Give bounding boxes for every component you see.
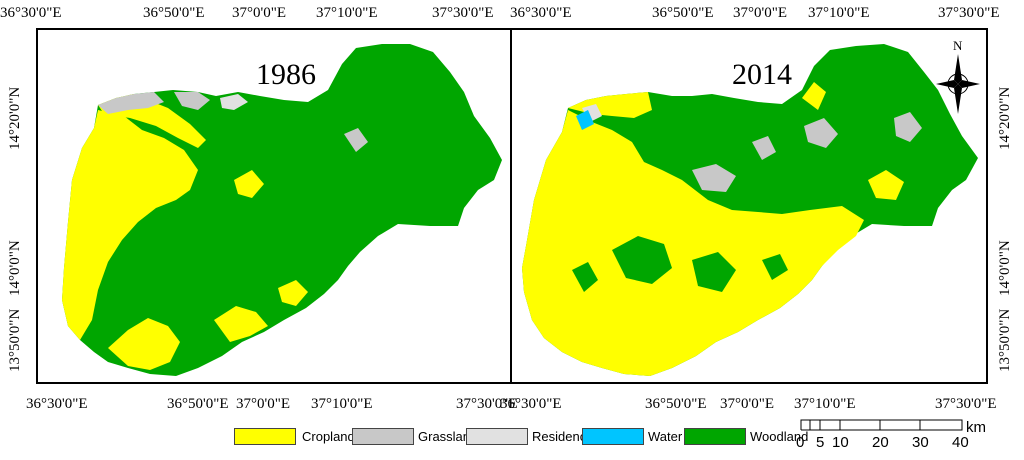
woodland-patch	[692, 252, 736, 292]
grassland-patch	[174, 92, 210, 110]
bottom-coord-label: 37°30'0"E	[935, 396, 997, 412]
top-coord-label: 37°10'0"E	[808, 5, 870, 21]
legend-swatch-woodland	[684, 428, 746, 445]
top-coord-label: 37°10'0"E	[316, 5, 378, 21]
cropland-patch	[234, 170, 264, 198]
right-coord-label: 13°50'0"N	[997, 308, 1013, 372]
legend-label: Woodland	[750, 429, 809, 444]
scale-label: 20	[872, 434, 889, 451]
water-patch	[576, 110, 594, 130]
right-coord-label: 14°20'0"N	[997, 86, 1013, 150]
top-coord-label: 37°0'0"E	[232, 5, 286, 21]
cropland-patch	[278, 280, 308, 306]
bottom-coord-label: 37°0'0"E	[720, 396, 774, 412]
grassland-patch	[98, 92, 164, 114]
top-coord-label: 36°50'0"E	[143, 5, 205, 21]
bottom-coord-label: 37°10'0"E	[311, 396, 373, 412]
map-1986-landcover	[62, 44, 502, 376]
scale-label: 30	[912, 434, 929, 451]
legend-label: Grassland	[418, 429, 478, 444]
top-coord-label: 37°30'0"E	[432, 5, 494, 21]
scale-unit: km	[966, 419, 986, 436]
map-2014-landcover	[522, 44, 978, 376]
residence-patch	[582, 104, 602, 122]
top-coord-label: 37°0'0"E	[733, 5, 787, 21]
residence-patch	[220, 94, 248, 110]
cropland-patch	[214, 306, 268, 342]
bottom-coord-label: 37°10'0"E	[794, 396, 856, 412]
scale-bar: km	[800, 418, 986, 438]
bottom-coord-label: 37°30'0"E	[456, 396, 518, 412]
legend-swatch-residence	[466, 428, 528, 445]
top-coord-label: 37°30'0"E	[938, 5, 1000, 21]
compass-rose-icon	[936, 54, 980, 114]
cropland-patch	[868, 170, 904, 200]
grassland-patch	[804, 118, 838, 148]
bottom-coord-label: 36°50'0"E	[167, 396, 229, 412]
cropland-patch	[62, 110, 198, 340]
cropland-patch	[802, 82, 826, 110]
cropland-patch	[108, 318, 180, 370]
woodland-patch	[612, 236, 672, 284]
scale-bar-graphic	[800, 419, 963, 431]
grassland-patch	[894, 112, 922, 142]
top-coord-label: 36°30'0"E	[0, 5, 62, 21]
woodland-patch	[572, 262, 598, 292]
legend-label: Residence	[532, 429, 594, 444]
cropland-patch	[522, 110, 864, 376]
right-coord-label: 14°0'0"N	[997, 240, 1013, 296]
left-coord-label: 13°50'0"N	[7, 308, 23, 372]
legend-label: Water	[648, 429, 683, 444]
year-label: 2014	[732, 58, 792, 91]
legend-swatch-grassland	[352, 428, 414, 445]
scale-label: 0	[796, 434, 805, 451]
north-label: N	[953, 38, 963, 53]
bottom-coord-label: 37°0'0"E	[236, 396, 290, 412]
grassland-patch	[752, 136, 776, 160]
top-coord-label: 36°50'0"E	[652, 5, 714, 21]
top-coord-label: 36°30'0"E	[510, 5, 572, 21]
bottom-coord-label: 36°50'0"E	[645, 396, 707, 412]
grassland-patch	[344, 128, 368, 152]
map-frame-1986: 1986	[36, 28, 512, 384]
north-arrow: N	[936, 38, 980, 118]
left-coord-label: 14°0'0"N	[7, 240, 23, 296]
scale-label: 5	[816, 434, 825, 451]
year-label: 1986	[256, 58, 316, 91]
woodland-patch	[762, 254, 788, 280]
scale-label: 40	[952, 434, 969, 451]
legend-label: Cropland	[302, 429, 355, 444]
map-frame-2014: 2014 N	[510, 28, 988, 384]
left-coord-label: 14°20'0"N	[7, 86, 23, 150]
legend-swatch-water	[582, 428, 644, 445]
scale-label: 10	[832, 434, 849, 451]
legend-swatch-cropland	[234, 428, 296, 445]
bottom-coord-label: 36°30'0"E	[26, 396, 88, 412]
bottom-coord-label: 36°30'0"E	[500, 396, 562, 412]
grassland-patch	[692, 164, 736, 192]
